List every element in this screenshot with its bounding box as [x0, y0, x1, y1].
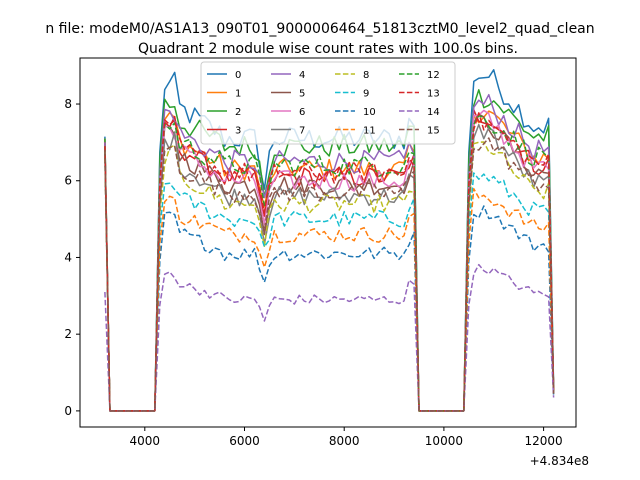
x-tick-label: 6000: [229, 434, 260, 448]
series-layer: [104, 69, 555, 412]
series-line-10: [104, 157, 555, 412]
y-tick-label: 0: [64, 404, 72, 418]
legend-label: 4: [299, 70, 305, 81]
legend-label: 15: [427, 126, 440, 137]
y-tick-label: 2: [64, 327, 72, 341]
legend-label: 13: [427, 89, 440, 100]
x-axis: 4000 6000 8000 10000 12000: [130, 427, 563, 448]
series-line-1: [104, 110, 555, 412]
series-line-14: [104, 263, 555, 412]
x-tick-label: 8000: [329, 434, 360, 448]
legend-label: 7: [299, 126, 305, 137]
series-line-11: [104, 157, 555, 412]
y-tick-label: 4: [64, 250, 72, 264]
series-line-9: [104, 153, 555, 412]
x-tick-label: 12000: [525, 434, 563, 448]
y-axis: 0 2 4 6 8: [64, 97, 80, 418]
series-line-13: [104, 112, 555, 412]
legend-label: 8: [363, 70, 369, 81]
legend-label: 9: [363, 89, 369, 100]
plot-frame: [79, 57, 577, 428]
legend-label: 1: [235, 89, 241, 100]
series-line-12: [104, 115, 555, 412]
y-tick-label: 6: [64, 174, 72, 188]
legend-label: 12: [427, 70, 440, 81]
series-line-15: [104, 137, 555, 412]
legend-label: 11: [363, 126, 376, 137]
chart-title: Quadrant 2 module wise count rates with …: [138, 41, 518, 57]
figure-suptitle: n file: modeM0/AS1A13_090T01_9000006464_…: [45, 21, 594, 37]
legend-label: 0: [235, 70, 241, 81]
legend-label: 14: [427, 107, 440, 118]
x-axis-offset-label: +4.834e8: [530, 454, 589, 468]
legend-label: 10: [363, 107, 376, 118]
legend-frame: [200, 61, 456, 145]
x-tick-label: 10000: [425, 434, 463, 448]
legend-label: 5: [299, 89, 305, 100]
legend-label: 6: [299, 107, 305, 118]
y-tick-label: 8: [64, 97, 72, 111]
x-tick-label: 4000: [130, 434, 161, 448]
legend-label: 3: [235, 126, 241, 137]
legend-label: 2: [235, 107, 241, 118]
